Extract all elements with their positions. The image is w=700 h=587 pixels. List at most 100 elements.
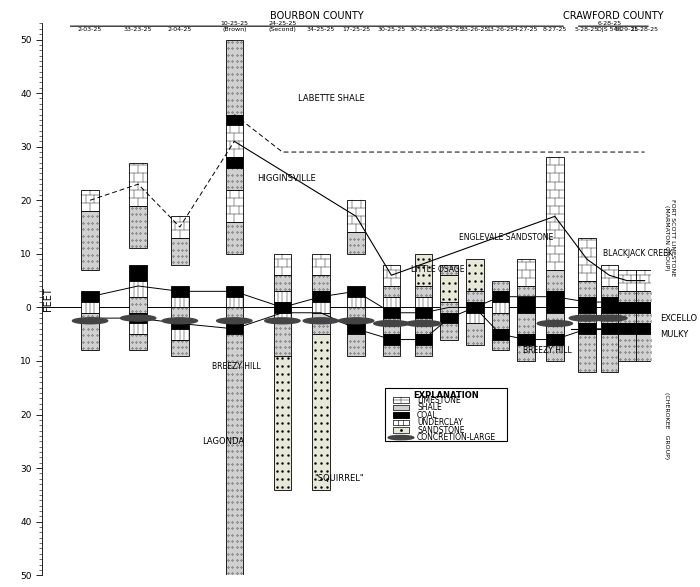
Bar bbox=[578, 334, 596, 372]
Text: 5-28-25: 5-28-25 bbox=[575, 26, 599, 32]
Bar bbox=[274, 275, 291, 291]
Bar bbox=[225, 114, 243, 125]
Bar bbox=[347, 308, 365, 323]
Bar bbox=[225, 125, 243, 157]
Bar bbox=[171, 238, 188, 265]
Text: 8-27-25: 8-27-25 bbox=[542, 26, 567, 32]
Bar bbox=[274, 302, 291, 313]
Bar bbox=[578, 313, 596, 323]
Bar bbox=[578, 296, 596, 313]
Bar bbox=[130, 163, 147, 205]
Bar bbox=[171, 217, 188, 238]
Bar bbox=[466, 313, 484, 323]
Bar bbox=[312, 302, 330, 313]
Text: BLACKJACK CREEK: BLACKJACK CREEK bbox=[603, 249, 673, 258]
Bar bbox=[414, 308, 432, 318]
Bar bbox=[393, 420, 409, 425]
Bar bbox=[546, 157, 564, 270]
Bar bbox=[312, 313, 330, 334]
Bar bbox=[636, 323, 653, 334]
Bar bbox=[517, 313, 535, 334]
Text: LAGONDA: LAGONDA bbox=[202, 437, 244, 446]
Text: 2-03-25: 2-03-25 bbox=[78, 26, 102, 32]
Text: 33-26-25: 33-26-25 bbox=[461, 26, 489, 32]
Bar bbox=[225, 190, 243, 222]
Text: LITTLE OSAGE: LITTLE OSAGE bbox=[411, 265, 464, 274]
Circle shape bbox=[389, 436, 414, 440]
Bar bbox=[225, 296, 243, 308]
Text: SANDSTONE: SANDSTONE bbox=[417, 426, 465, 434]
Bar bbox=[347, 232, 365, 254]
Bar bbox=[578, 281, 596, 296]
Text: 17-25-25: 17-25-25 bbox=[342, 26, 370, 32]
Text: FEET: FEET bbox=[43, 288, 53, 311]
Bar bbox=[546, 291, 564, 313]
Bar bbox=[466, 259, 484, 291]
Bar bbox=[546, 345, 564, 361]
Bar bbox=[225, 222, 243, 254]
Bar bbox=[440, 265, 458, 275]
Bar bbox=[225, 39, 243, 114]
Bar bbox=[171, 329, 188, 339]
Bar bbox=[517, 259, 535, 286]
Text: 34-25-25: 34-25-25 bbox=[307, 26, 335, 32]
Bar bbox=[440, 313, 458, 323]
Bar bbox=[466, 302, 484, 313]
Bar bbox=[383, 318, 400, 334]
Text: CONCRETION-LARGE: CONCRETION-LARGE bbox=[417, 433, 496, 442]
Bar bbox=[130, 296, 147, 313]
Text: (CHEROKEE   GROUP): (CHEROKEE GROUP) bbox=[664, 392, 668, 459]
Circle shape bbox=[374, 321, 409, 326]
Text: 4-27-25: 4-27-25 bbox=[514, 26, 538, 32]
Bar bbox=[636, 313, 653, 323]
Bar bbox=[618, 313, 636, 323]
Text: 2-04-25: 2-04-25 bbox=[168, 26, 192, 32]
Text: COAL: COAL bbox=[417, 410, 438, 420]
Bar bbox=[347, 323, 365, 334]
Circle shape bbox=[569, 315, 605, 321]
Bar bbox=[578, 323, 596, 334]
Bar bbox=[393, 413, 409, 418]
Circle shape bbox=[339, 318, 374, 324]
Bar bbox=[618, 270, 636, 291]
Bar bbox=[601, 313, 618, 323]
Circle shape bbox=[537, 321, 573, 326]
Text: "SQUIRREL": "SQUIRREL" bbox=[314, 474, 364, 483]
Bar bbox=[225, 157, 243, 168]
Bar bbox=[491, 313, 509, 329]
Bar bbox=[466, 291, 484, 302]
Bar bbox=[546, 313, 564, 334]
Bar bbox=[383, 334, 400, 345]
Text: 11-28-25: 11-28-25 bbox=[631, 26, 659, 32]
Text: UNDERCLAY: UNDERCLAY bbox=[417, 418, 463, 427]
Bar bbox=[81, 302, 99, 313]
Text: BREEZY HILL: BREEZY HILL bbox=[523, 346, 571, 355]
Text: 5-29-25: 5-29-25 bbox=[615, 26, 639, 32]
Bar bbox=[546, 270, 564, 291]
Text: BREEZY HILL: BREEZY HILL bbox=[212, 362, 260, 371]
Bar bbox=[171, 339, 188, 356]
Bar bbox=[601, 265, 618, 286]
Bar bbox=[274, 254, 291, 275]
Text: SHALE: SHALE bbox=[417, 403, 442, 412]
Bar bbox=[414, 318, 432, 334]
Circle shape bbox=[303, 318, 339, 324]
Bar bbox=[312, 254, 330, 275]
Text: 24-25-25
(Second): 24-25-25 (Second) bbox=[268, 21, 297, 32]
Bar bbox=[546, 334, 564, 345]
Text: EXCELLO: EXCELLO bbox=[661, 313, 698, 323]
Bar bbox=[636, 291, 653, 302]
Bar bbox=[393, 397, 409, 403]
Bar bbox=[383, 265, 400, 286]
Bar bbox=[517, 334, 535, 345]
Bar bbox=[383, 308, 400, 318]
Bar bbox=[312, 275, 330, 291]
Bar bbox=[130, 281, 147, 296]
Bar bbox=[414, 254, 432, 286]
Bar bbox=[601, 296, 618, 313]
Bar bbox=[130, 265, 147, 281]
Bar bbox=[171, 296, 188, 308]
Bar bbox=[440, 323, 458, 339]
Bar bbox=[414, 345, 432, 356]
Bar bbox=[601, 286, 618, 296]
